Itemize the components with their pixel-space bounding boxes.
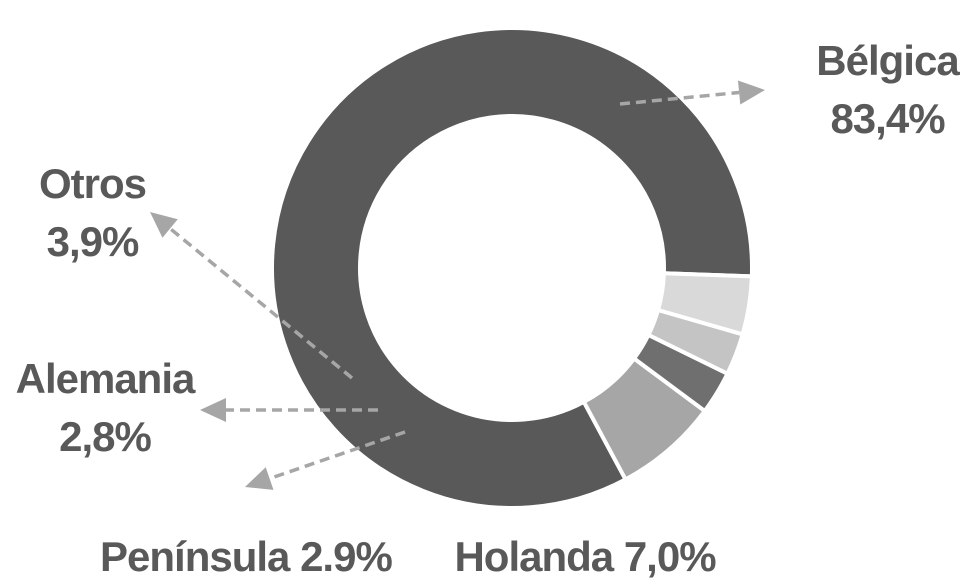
label-belgica-name: Bélgica [816,37,959,84]
label-peninsula: Península 2.9% [100,528,393,586]
label-otros: Otros 3,9% [20,155,165,271]
label-peninsula-name: Península [100,533,290,580]
label-belgica: Bélgica 83,4% [810,32,960,148]
label-belgica-value: 83,4% [830,95,945,142]
leader-line-belgica [619,90,740,106]
arrowhead-belgica [737,80,765,105]
leader-lines [150,80,765,490]
label-alemania: Alemania 2,8% [10,350,200,466]
label-holanda: Holanda 7,0% [450,528,720,586]
label-peninsula-value: 2.9% [300,533,393,580]
slice-belgica [270,26,754,510]
label-holanda-value: 7,0% [623,533,717,580]
label-alemania-name: Alemania [15,355,196,402]
label-alemania-value: 2,8% [59,413,152,460]
leader-line-peninsula [269,430,406,481]
arrowhead-peninsula [245,467,274,490]
arrowhead-alemania [200,398,226,422]
label-holanda-name: Holanda [454,533,614,580]
label-peninsula-text: Península 2.9% [100,528,393,586]
slice-otros [656,271,754,337]
label-holanda-text: Holanda 7,0% [450,528,720,586]
label-otros-name: Otros [38,160,147,207]
arrowhead-otros [150,212,178,238]
label-otros-value: 3,9% [46,218,140,265]
leader-line-otros [168,227,354,380]
donut-slices [270,26,754,510]
